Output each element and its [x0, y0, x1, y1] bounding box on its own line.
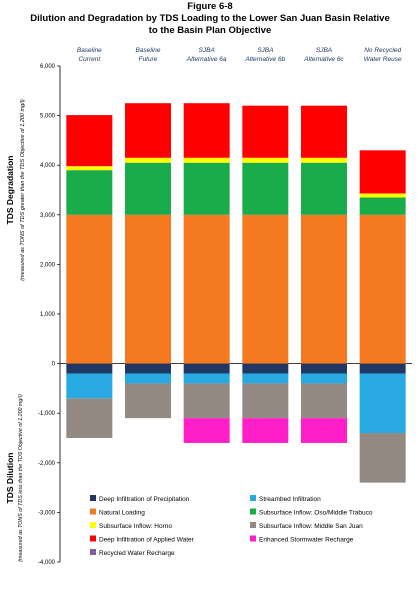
y-tick-label: 4,000	[40, 163, 56, 169]
legend-label-5: Subsurface Inflow: Horno	[99, 523, 172, 530]
y-tick-label: -1,000	[38, 411, 56, 417]
category-label: Alternative 6c	[303, 56, 344, 63]
bar-segment-8	[301, 418, 347, 443]
bar-segment-5	[359, 193, 406, 198]
bar-segment-6	[359, 433, 406, 483]
bar-segment-3	[183, 214, 230, 364]
bar-segment-7	[125, 103, 171, 158]
bar-segment-4	[125, 162, 171, 215]
legend-label-9: Recycled Water Recharge	[99, 550, 175, 557]
bar-segment-2	[66, 373, 113, 399]
y-axis-subtitle-degradation: (measured as TONS of TDS greater than th…	[20, 99, 26, 281]
y-tick-label: -4,000	[38, 560, 56, 566]
legend-swatch-3	[90, 508, 96, 515]
bar-segment-2	[242, 373, 289, 384]
legend-label-4: Subsurface Inflow: Oso/Middle Trabuco	[259, 510, 373, 517]
bar-segment-5	[242, 157, 289, 163]
category-label: No Recycled	[364, 47, 401, 54]
legend-swatch-5	[90, 522, 96, 528]
bar-segment-3	[301, 214, 347, 364]
y-tick-label: 6,000	[40, 64, 56, 70]
legend-label-7: Deep Infiltration of Applied Water	[99, 537, 195, 544]
bar-segment-7	[183, 103, 230, 158]
bar-segment-6	[125, 383, 171, 419]
category-label: SJBA	[257, 47, 273, 54]
bar-segment-2	[359, 373, 406, 434]
legend-swatch-6	[250, 522, 256, 528]
bar-segment-3	[125, 214, 171, 364]
legend-label-8: Enhanced Stormwater Recharge	[259, 537, 354, 544]
legend-swatch-4	[250, 508, 256, 515]
category-label: Baseline	[77, 47, 102, 54]
figure-label: Figure 6-8	[187, 1, 233, 12]
bar-segment-4	[66, 170, 113, 215]
bar-segment-4	[301, 162, 347, 215]
category-label: Future	[139, 56, 158, 63]
legend-swatch-8	[250, 535, 256, 542]
bar-segment-5	[66, 166, 113, 171]
y-tick-label: -2,000	[38, 461, 56, 467]
legend-label-3: Natural Loading	[99, 510, 145, 517]
bar-segment-2	[125, 373, 171, 384]
bar-segment-5	[301, 157, 347, 163]
legend-swatch-9	[90, 549, 96, 555]
bar-segment-6	[242, 383, 289, 419]
y-tick-label: 1,000	[40, 312, 56, 318]
y-tick-label: 5,000	[40, 114, 56, 120]
bar-segment-1	[242, 363, 289, 374]
bar-segment-4	[183, 162, 230, 215]
category-label: Water Reuse	[364, 56, 402, 63]
bar-segment-7	[301, 105, 347, 158]
y-axis-title-dilution: TDS Dilution	[5, 453, 15, 504]
bar-segment-1	[66, 363, 113, 374]
y-axis-title-degradation: TDS Degradation	[5, 156, 15, 225]
category-label: Alternative 6a	[186, 56, 227, 63]
y-axis-subtitle-dilution: (measured as TONS of TDS less than the T…	[18, 394, 24, 562]
category-label: SJBA	[199, 47, 215, 54]
bar-segment-1	[359, 363, 406, 374]
bar-segment-1	[301, 363, 347, 374]
bar-segment-4	[242, 162, 289, 215]
y-tick-label: 0	[52, 362, 56, 368]
bar-segment-7	[359, 150, 406, 194]
legend-swatch-2	[250, 495, 256, 501]
bar-segment-8	[242, 418, 289, 443]
bar-segment-5	[183, 157, 230, 163]
category-label: Alternative 6b	[244, 56, 285, 63]
y-tick-label: 2,000	[40, 262, 56, 268]
bar-segment-7	[242, 105, 289, 158]
category-label: SJBA	[316, 47, 332, 54]
bar-segment-3	[359, 214, 406, 364]
bar-segment-6	[301, 383, 347, 419]
bar-segment-7	[66, 115, 113, 167]
bar-segment-1	[125, 363, 171, 374]
legend-label-2: Streambed Infiltration	[259, 496, 321, 503]
category-label: Current	[78, 56, 101, 63]
bar-segment-2	[301, 373, 347, 384]
y-tick-label: -3,000	[38, 510, 56, 516]
bar-segment-2	[183, 373, 230, 384]
legend-swatch-7	[90, 535, 96, 542]
bar-segment-6	[66, 398, 113, 438]
category-label: Baseline	[136, 47, 161, 54]
legend-swatch-1	[90, 495, 96, 501]
bar-segment-3	[242, 214, 289, 364]
legend-label-6: Subsurface Inflow: Middle San Juan	[259, 523, 363, 530]
chart-title-line1: Dilution and Degradation by TDS Loading …	[30, 13, 390, 24]
bar-segment-1	[183, 363, 230, 374]
bar-segment-6	[183, 383, 230, 419]
legend-label-1: Deep Infiltration of Precipitation	[99, 496, 190, 503]
bar-segment-4	[359, 197, 406, 215]
chart-title-line2: to the Basin Plan Objective	[148, 25, 272, 36]
bar-segment-3	[66, 214, 113, 364]
y-tick-label: 3,000	[40, 213, 56, 219]
bar-segment-5	[125, 157, 171, 163]
bar-segment-8	[183, 418, 230, 443]
